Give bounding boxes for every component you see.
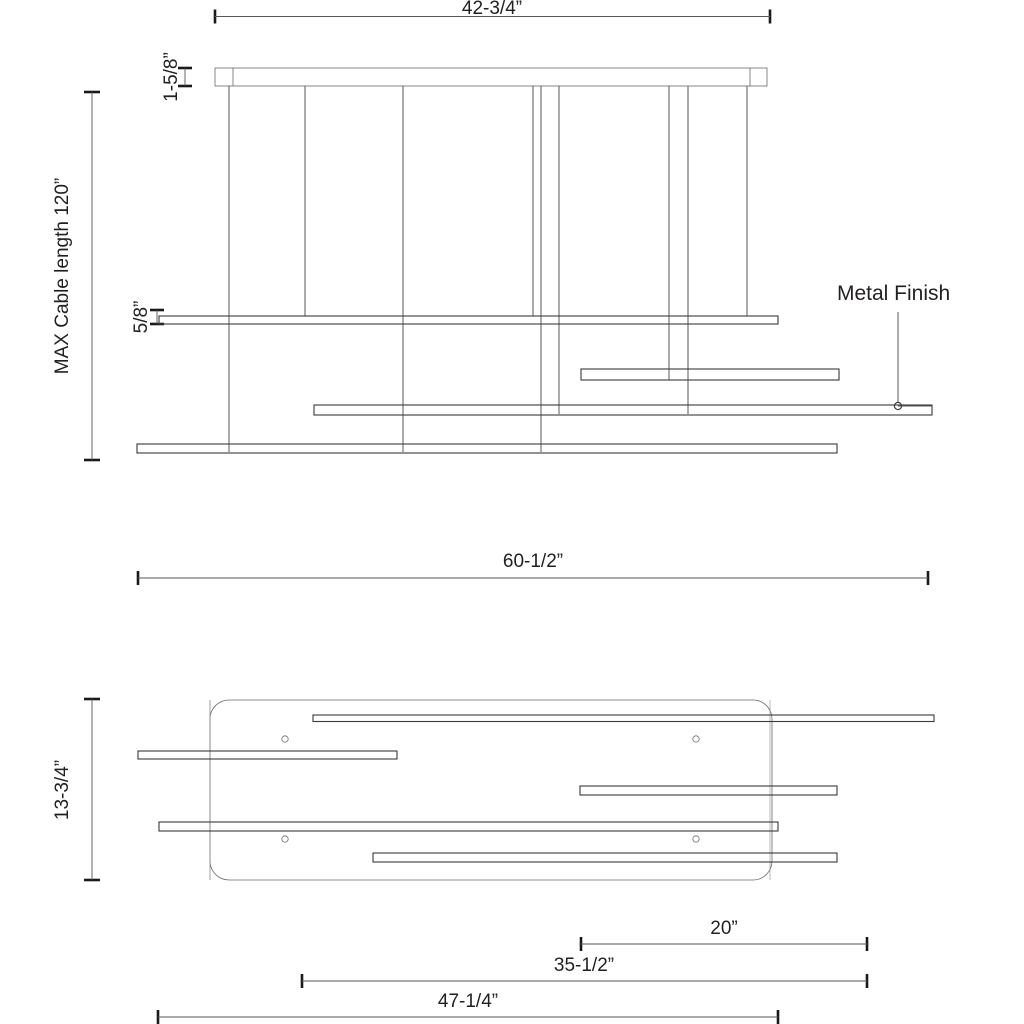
- svg-text:5/8”: 5/8”: [131, 301, 152, 334]
- svg-text:1-5/8”: 1-5/8”: [161, 52, 182, 102]
- svg-text:20”: 20”: [710, 918, 737, 939]
- svg-text:13-3/4”: 13-3/4”: [52, 760, 73, 820]
- svg-text:42-3/4”: 42-3/4”: [462, 0, 522, 19]
- svg-text:60-1/2”: 60-1/2”: [503, 551, 563, 572]
- svg-text:47-1/4”: 47-1/4”: [438, 991, 498, 1012]
- svg-text:MAX Cable length 120”: MAX Cable length 120”: [52, 178, 73, 374]
- svg-text:35-1/2”: 35-1/2”: [554, 955, 614, 976]
- svg-text:Metal Finish: Metal Finish: [837, 282, 950, 305]
